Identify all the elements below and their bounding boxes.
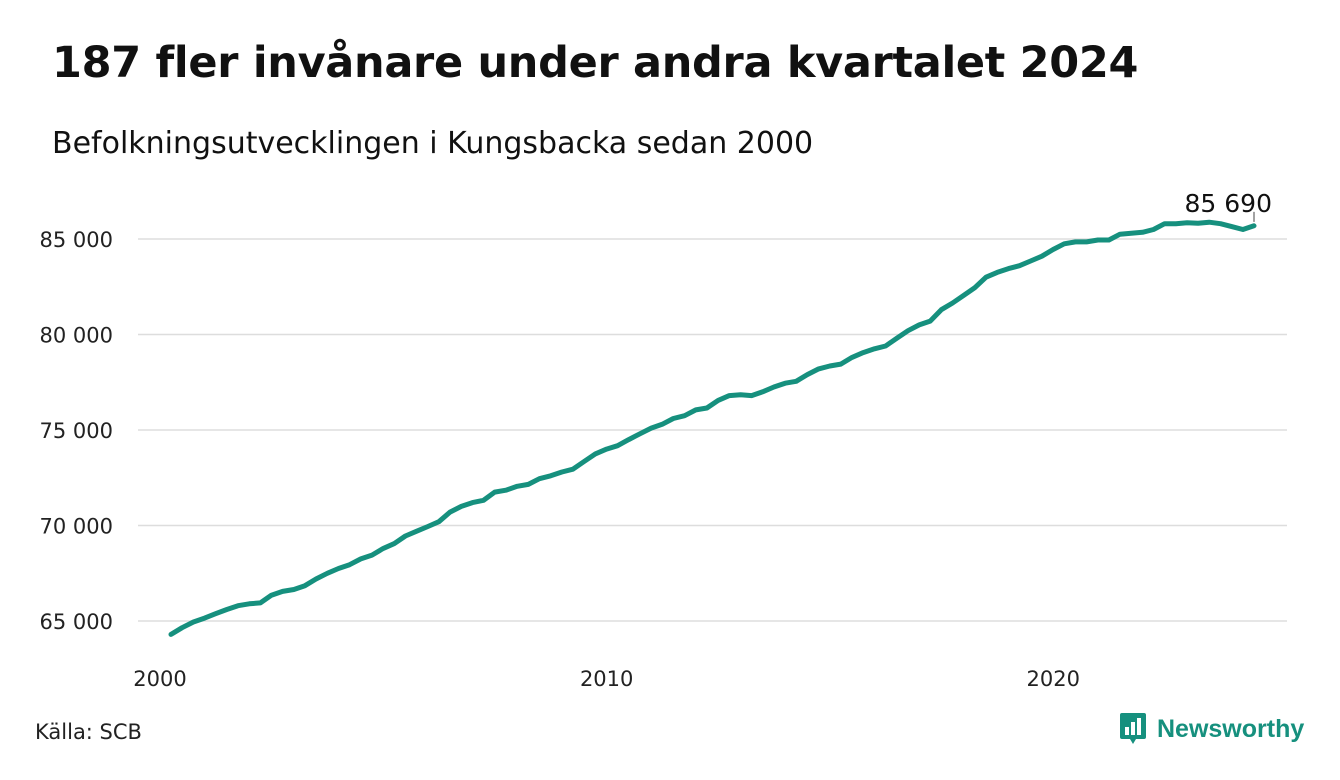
gridlines [138, 238, 1287, 622]
y-tick-label: 80 000 [40, 324, 113, 348]
bar-chart-icon [1120, 713, 1146, 744]
chart-subtitle: Befolkningsutvecklingen i Kungsbacka sed… [52, 126, 814, 161]
source-note: Källa: SCB [35, 720, 142, 744]
x-tick-label: 2020 [1026, 667, 1079, 691]
brand-logo: Newsworthy [1118, 712, 1304, 746]
brand-name: Newsworthy [1157, 714, 1305, 743]
y-tick-label: 85 000 [40, 228, 113, 252]
x-tick-label: 2000 [133, 667, 186, 691]
y-axis-ticks: 65 000 70 000 75 000 80 000 85 000 [40, 228, 113, 634]
y-tick-label: 70 000 [40, 515, 113, 539]
chart-title: 187 fler invånare under andra kvartalet … [52, 38, 1139, 88]
x-axis-ticks: 2000 2010 2020 [133, 667, 1080, 691]
y-tick-label: 75 000 [40, 419, 113, 443]
x-tick-label: 2010 [580, 667, 633, 691]
end-value-label: 85 690 [1185, 189, 1272, 218]
series-line-population [168, 219, 1257, 637]
y-tick-label: 65 000 [40, 610, 113, 634]
